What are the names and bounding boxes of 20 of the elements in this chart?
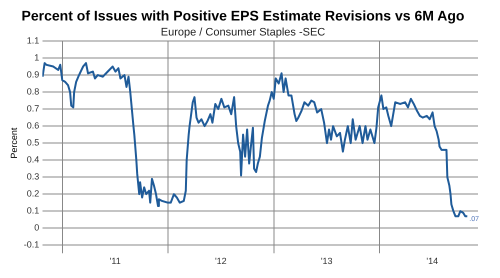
y-tick-label: -0.1 <box>24 240 40 250</box>
y-tick-label: 0.9 <box>26 70 40 80</box>
y-tick-label: 0.2 <box>26 188 40 199</box>
x-tick-label: '14 <box>426 256 438 266</box>
y-tick-label: 1 <box>34 52 40 62</box>
y-tick-label: 0.4 <box>26 154 40 165</box>
y-tick-label: 0.3 <box>26 172 40 182</box>
y-tick-label: 1.1 <box>26 35 40 46</box>
x-tick-label: '13 <box>320 256 333 266</box>
x-tick-label: '11 <box>110 256 121 266</box>
chart-title: Percent of Issues with Positive EPS Estimate Revisions vs 6M Ago <box>22 7 464 24</box>
y-tick-label: 0.7 <box>26 104 40 114</box>
y-tick-label: 0.6 <box>26 120 40 131</box>
y-tick-label: 0.5 <box>26 138 40 148</box>
y-tick-label: 0.1 <box>26 206 40 216</box>
y-tick-label: 0 <box>34 222 40 233</box>
y-axis-title: Percent <box>8 127 19 159</box>
y-tick-label: 0.8 <box>26 86 40 97</box>
chart-subtitle: Europe / Consumer Staples -SEC <box>160 26 326 38</box>
x-tick-label: '12 <box>214 256 227 266</box>
